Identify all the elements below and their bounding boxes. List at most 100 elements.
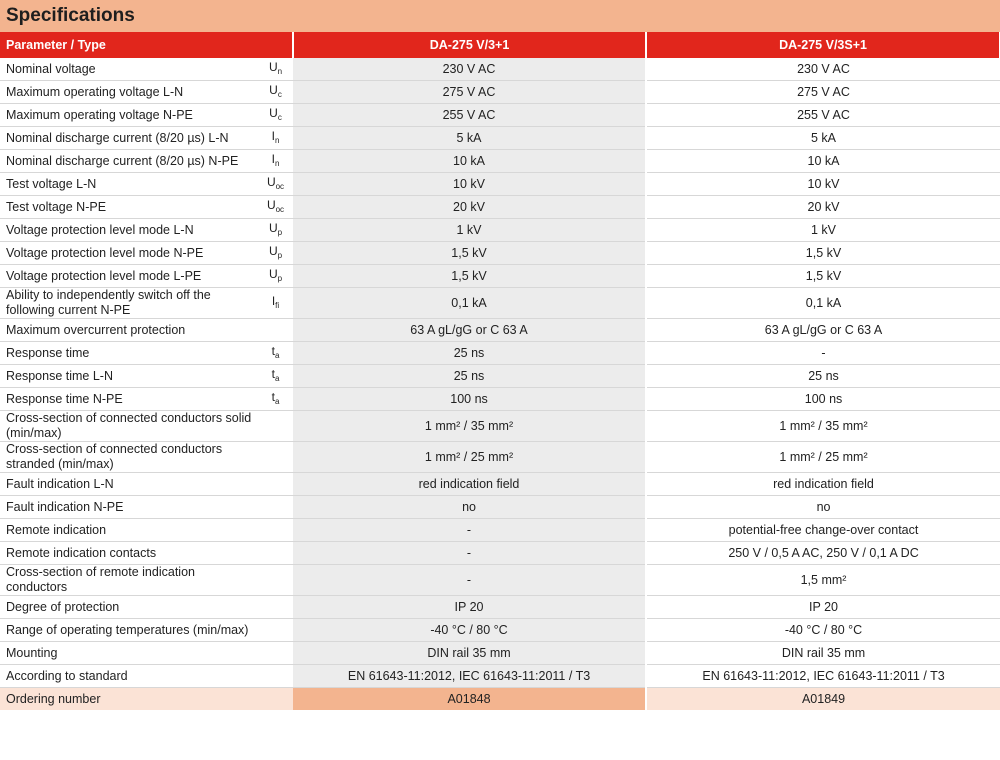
symbol-subscript: p <box>277 273 283 283</box>
parameter-symbol: Up <box>258 264 294 288</box>
value-col1: 0,1 kA <box>293 287 648 319</box>
symbol-letter: U <box>269 82 278 97</box>
symbol-letter: U <box>268 243 278 258</box>
symbol-letter: I <box>271 293 276 308</box>
symbol-subscript: c <box>277 112 282 122</box>
parameter-symbol <box>258 518 294 542</box>
value-col1: - <box>293 541 648 565</box>
table-row: Mounting DIN rail 35 mm DIN rail 35 mm <box>0 641 1000 665</box>
parameter-symbol <box>258 472 294 496</box>
parameter-name: Response time <box>0 341 258 365</box>
symbol-letter: U <box>268 59 278 74</box>
parameter-name: Fault indication N-PE <box>0 495 258 519</box>
table-row: Response time ta 25 ns - <box>0 341 1000 365</box>
parameter-name: Maximum overcurrent protection <box>0 318 258 342</box>
symbol-subscript: p <box>277 227 283 237</box>
parameter-symbol <box>258 664 294 688</box>
value-col2: 1,5 kV <box>646 241 1000 265</box>
value-col2: no <box>646 495 1000 519</box>
header-col1: DA-275 V/3+1 <box>293 32 648 58</box>
symbol-subscript: n <box>274 135 280 145</box>
parameter-name: Fault indication L-N <box>0 472 258 496</box>
symbol-subscript: oc <box>275 181 285 191</box>
value-col2: - <box>646 341 1000 365</box>
parameter-symbol <box>258 564 294 596</box>
table-row: Maximum overcurrent protection 63 A gL/gG… <box>0 318 1000 342</box>
value-col2: 100 ns <box>646 387 1000 411</box>
table-row: Voltage protection level mode L-N Up 1 kV 1… <box>0 218 1000 242</box>
symbol-letter: t <box>271 389 275 404</box>
parameter-name: Maximum operating voltage L-N <box>0 80 258 104</box>
ordering-row: Ordering number A01848 A01849 <box>0 687 1000 710</box>
symbol-letter: U <box>268 266 278 281</box>
symbol-subscript: c <box>277 89 282 99</box>
parameter-symbol <box>258 595 294 619</box>
parameter-symbol <box>258 410 294 442</box>
symbol-letter: t <box>271 366 275 381</box>
value-col1: EN 61643-11:2012, IEC 61643-11:2011 / T3 <box>293 664 648 688</box>
value-col2: 255 V AC <box>646 103 1000 127</box>
table-row: Test voltage L-N Uoc 10 kV 10 kV <box>0 172 1000 196</box>
value-col1: 63 A gL/gG or C 63 A <box>293 318 648 342</box>
value-col1: 10 kA <box>293 149 648 173</box>
table-row: According to standard EN 61643-11:2012, I… <box>0 664 1000 688</box>
value-col1: 1 mm² / 35 mm² <box>293 410 648 442</box>
parameter-symbol <box>258 618 294 642</box>
table-row: Response time N-PE ta 100 ns 100 ns <box>0 387 1000 411</box>
parameter-name: Remote indication contacts <box>0 541 258 565</box>
parameter-symbol: Uc <box>258 80 294 104</box>
parameter-symbol: In <box>258 126 294 150</box>
value-col2: 25 ns <box>646 364 1000 388</box>
parameter-symbol: ta <box>258 341 294 365</box>
parameter-symbol: ta <box>258 387 294 411</box>
value-col2: 63 A gL/gG or C 63 A <box>646 318 1000 342</box>
value-col1: no <box>293 495 648 519</box>
parameter-name: Voltage protection level mode N-PE <box>0 241 258 265</box>
value-col1: 230 V AC <box>293 58 648 81</box>
parameter-name: According to standard <box>0 664 258 688</box>
value-col2: potential-free change-over contact <box>646 518 1000 542</box>
parameter-symbol <box>258 495 294 519</box>
specifications-table: Parameter / Type DA-275 V/3+1 DA-275 V/3… <box>0 32 1000 710</box>
value-col1: DIN rail 35 mm <box>293 641 648 665</box>
table-row: Voltage protection level mode N-PE Up 1,5 … <box>0 241 1000 265</box>
symbol-subscript: oc <box>275 204 285 214</box>
parameter-symbol <box>258 641 294 665</box>
symbol-letter: U <box>268 220 278 235</box>
parameter-name: Ability to independently switch off the … <box>0 287 258 319</box>
value-col2: 0,1 kA <box>646 287 1000 319</box>
symbol-subscript: n <box>277 66 283 76</box>
symbol-subscript: a <box>274 350 280 360</box>
value-col1: 25 ns <box>293 364 648 388</box>
value-col1: 5 kA <box>293 126 648 150</box>
value-col1: 10 kV <box>293 172 648 196</box>
value-col1: 275 V AC <box>293 80 648 104</box>
value-col2: 5 kA <box>646 126 1000 150</box>
symbol-subscript: p <box>277 250 283 260</box>
value-col2: 1 mm² / 25 mm² <box>646 441 1000 473</box>
value-col2: red indication field <box>646 472 1000 496</box>
table-row: Remote indication - potential-free change-… <box>0 518 1000 542</box>
parameter-name: Maximum operating voltage N-PE <box>0 103 258 127</box>
parameter-symbol <box>258 541 294 565</box>
parameter-name: Voltage protection level mode L-N <box>0 218 258 242</box>
parameter-symbol: In <box>258 149 294 173</box>
table-header-row: Parameter / Type DA-275 V/3+1 DA-275 V/3… <box>0 32 1000 58</box>
table-row: Range of operating temperatures (min/max… <box>0 618 1000 642</box>
table-row: Maximum operating voltage N-PE Uc 255 V AC… <box>0 103 1000 127</box>
parameter-name: Remote indication <box>0 518 258 542</box>
parameter-symbol: Ifi <box>258 287 294 319</box>
table-row: Fault indication L-N red indication field… <box>0 472 1000 496</box>
table-row: Nominal voltage Un 230 V AC 230 V AC <box>0 58 1000 81</box>
parameter-name: Cross-section of remote indication condu… <box>0 564 258 596</box>
symbol-subscript: a <box>274 396 280 406</box>
value-col2: 1 kV <box>646 218 1000 242</box>
parameter-name: Degree of protection <box>0 595 258 619</box>
parameter-symbol: Uoc <box>258 195 294 219</box>
ordering-number-col2: A01849 <box>646 687 1000 710</box>
table-row: Cross-section of remote indication condu… <box>0 564 1000 596</box>
value-col2: 1 mm² / 35 mm² <box>646 410 1000 442</box>
value-col1: 1,5 kV <box>293 264 648 288</box>
table-row: Remote indication contacts -250 V / 0,5 A… <box>0 541 1000 565</box>
value-col2: 275 V AC <box>646 80 1000 104</box>
